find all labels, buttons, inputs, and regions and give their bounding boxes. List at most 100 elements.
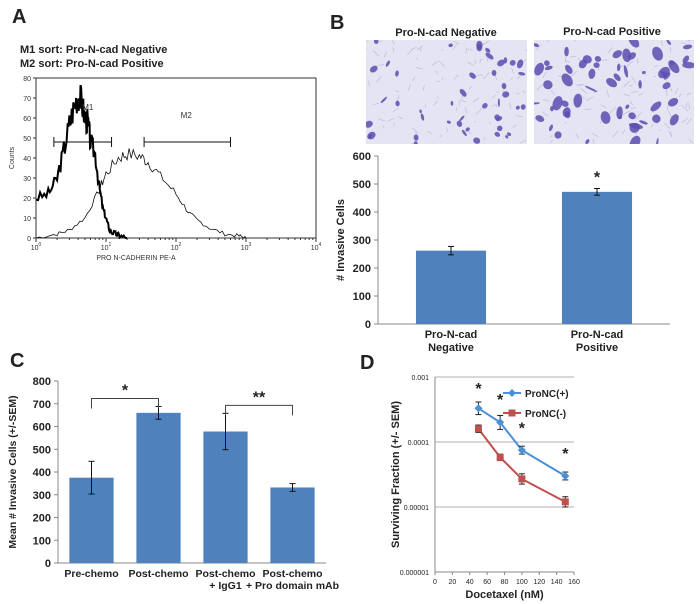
- membrane-fiber: [396, 94, 400, 102]
- membrane-fiber: [666, 105, 669, 111]
- series-line-pronc-pos: [477, 407, 566, 477]
- micrograph-title-negative: Pro-N-cad Negative: [395, 27, 497, 39]
- x-tick-label: 120: [533, 579, 545, 586]
- x-axis-label: Docetaxel (nM): [465, 589, 544, 601]
- membrane-fiber: [391, 40, 395, 45]
- membrane-fiber: [599, 121, 601, 124]
- invasion-bar-chart-b: 0 100 200 300 400 500 600 # Invasive Cells Pro-N…: [335, 151, 670, 354]
- membrane-fiber: [686, 40, 692, 42]
- significance-star: *: [594, 169, 601, 186]
- y-tick-label: 700: [33, 399, 51, 411]
- stained-cell: [395, 100, 400, 107]
- panel-label-d: D: [360, 352, 375, 374]
- membrane-fiber: [509, 102, 512, 109]
- y-tick-label: 40: [23, 156, 31, 163]
- stained-cell: [544, 60, 550, 67]
- stained-cell: [628, 122, 643, 130]
- stained-cell: [534, 102, 540, 105]
- survival-line-chart-d: 0.000001 0.00001 0.0001 0.001 0 20 40 60 80 100 12…: [390, 375, 580, 601]
- membrane-fiber: [542, 71, 547, 78]
- stained-cell: [582, 55, 592, 64]
- stained-cell: [496, 125, 503, 132]
- x-tick-label: 40: [466, 579, 474, 586]
- stained-cell: [565, 64, 573, 74]
- stained-cell: [385, 60, 391, 67]
- y-axis-label: # Invasive Cells: [335, 199, 347, 281]
- stained-cell: [593, 62, 600, 69]
- stained-cell: [515, 105, 520, 110]
- category-label: + IgG1: [209, 580, 242, 592]
- membrane-fiber: [394, 90, 400, 93]
- y-tick-label: 0.000001: [400, 570, 429, 577]
- stained-cell: [469, 72, 476, 79]
- category-label: + Pro domain mAb: [246, 580, 339, 592]
- membrane-fiber: [685, 102, 688, 108]
- stained-cell: [420, 113, 425, 121]
- membrane-fiber: [579, 87, 588, 94]
- y-tick-label: 100: [33, 535, 51, 547]
- stained-cell: [497, 98, 500, 108]
- membrane-fiber: [491, 94, 497, 99]
- membrane-fiber: [669, 86, 673, 92]
- y-tick-label: 60: [23, 116, 31, 123]
- membrane-fiber: [366, 48, 368, 50]
- membrane-fiber: [630, 90, 638, 94]
- stained-cell: [543, 80, 553, 90]
- membrane-fiber: [378, 118, 386, 122]
- category-label: Post-chemo: [128, 568, 188, 580]
- data-point-square: [496, 453, 504, 461]
- membrane-fiber: [465, 107, 468, 114]
- membrane-fiber: [511, 68, 515, 74]
- membrane-fiber: [629, 100, 634, 106]
- stained-cell: [682, 44, 693, 50]
- membrane-fiber: [663, 122, 671, 129]
- membrane-fiber: [407, 84, 411, 92]
- membrane-fiber: [600, 104, 607, 109]
- membrane-fiber: [611, 130, 619, 138]
- y-tick-label: 300: [353, 235, 371, 247]
- stained-cell: [585, 139, 590, 144]
- membrane-fiber: [609, 107, 616, 114]
- membrane-fiber: [516, 93, 520, 95]
- membrane-fiber: [623, 93, 630, 97]
- membrane-fiber: [435, 71, 439, 75]
- stained-cell: [639, 120, 648, 125]
- y-tick-label: 0: [27, 236, 31, 243]
- membrane-fiber: [550, 89, 556, 96]
- stained-cell: [506, 132, 512, 137]
- stained-cell: [373, 40, 379, 45]
- stained-cell: [662, 82, 671, 90]
- stained-cell: [485, 47, 491, 53]
- stained-cell: [380, 96, 388, 104]
- invasion-bar-chart-c: 0 100 200 300 400 500 600 700 800 Mean # Invasive…: [7, 376, 339, 592]
- stained-cell: [666, 40, 671, 45]
- significance-star: *: [519, 421, 526, 438]
- membrane-fiber: [483, 77, 485, 79]
- membrane-fiber: [398, 116, 403, 120]
- membrane-fiber: [577, 57, 581, 62]
- stained-cell: [413, 141, 418, 144]
- membrane-fiber: [494, 75, 498, 81]
- y-tick-label: 30: [23, 176, 31, 183]
- bar: [561, 191, 633, 324]
- membrane-fiber: [681, 104, 689, 112]
- significance-star: *: [497, 392, 504, 409]
- membrane-fiber: [623, 80, 630, 88]
- stained-cell: [473, 137, 481, 144]
- micrograph-positive: [534, 40, 694, 144]
- membrane-fiber: [668, 110, 673, 118]
- x-tick-label: 0: [433, 579, 437, 586]
- stained-cell: [625, 104, 630, 109]
- stained-cell: [584, 85, 598, 93]
- membrane-fiber: [686, 118, 693, 125]
- stained-cell: [594, 56, 602, 62]
- series-negative-bold: [35, 84, 128, 240]
- data-point-diamond: [496, 418, 505, 427]
- data-point-diamond: [474, 404, 483, 413]
- stained-cell: [652, 46, 663, 61]
- membrane-fiber: [653, 75, 657, 78]
- stained-cell: [573, 93, 583, 108]
- y-tick-label: 0.0001: [408, 440, 430, 447]
- membrane-fiber: [474, 120, 477, 123]
- stained-cell: [485, 52, 494, 60]
